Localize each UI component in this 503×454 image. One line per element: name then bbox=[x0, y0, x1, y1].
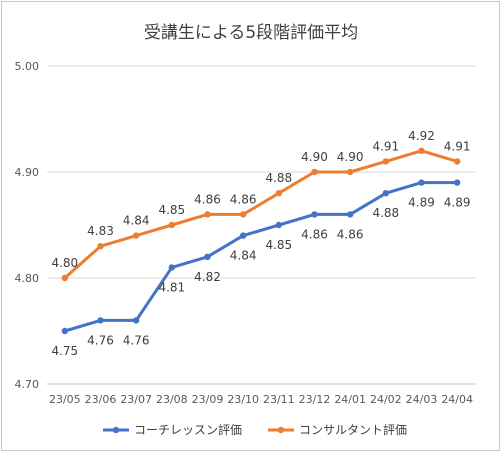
x-tick-label: 24/01 bbox=[334, 393, 366, 406]
x-tick-label: 23/06 bbox=[85, 393, 117, 406]
data-point bbox=[132, 317, 140, 324]
series-line bbox=[63, 149, 459, 280]
data-point bbox=[311, 211, 318, 218]
data-point bbox=[97, 317, 104, 324]
data-label: 4.86 bbox=[301, 227, 328, 241]
data-point bbox=[418, 147, 425, 154]
y-axis-ticks: 4.70 4.80 4.90 5.00 bbox=[15, 60, 40, 391]
data-point bbox=[204, 253, 211, 260]
x-tick-label: 24/02 bbox=[370, 393, 402, 406]
data-label: 4.76 bbox=[87, 333, 114, 347]
data-point bbox=[168, 264, 176, 271]
data-point bbox=[382, 158, 390, 165]
data-point bbox=[382, 190, 390, 197]
y-tick-label: 4.80 bbox=[15, 272, 40, 285]
y-tick-label: 5.00 bbox=[15, 60, 40, 73]
x-tick-label: 23/10 bbox=[227, 393, 259, 406]
x-axis-ticks: 23/05 23/06 23/07 23/08 23/09 23/10 23/11 23/12… bbox=[49, 393, 473, 406]
data-point bbox=[61, 274, 69, 282]
y-tick-label: 4.70 bbox=[15, 378, 40, 391]
data-point bbox=[168, 221, 176, 229]
legend-label: コーチレッスン評価 bbox=[134, 422, 242, 437]
data-label: 4.90 bbox=[337, 150, 364, 164]
data-label: 4.82 bbox=[194, 270, 221, 284]
data-label: 4.80 bbox=[51, 256, 78, 270]
legend-item-1: コーチレッスン評価 bbox=[103, 422, 242, 437]
data-point bbox=[97, 243, 104, 250]
legend-swatch-marker bbox=[277, 426, 285, 434]
x-tick-label: 23/08 bbox=[156, 393, 188, 406]
data-label: 4.84 bbox=[123, 214, 150, 228]
x-tick-label: 24/03 bbox=[406, 393, 438, 406]
data-point bbox=[61, 327, 69, 335]
data-point bbox=[132, 232, 140, 239]
data-point bbox=[239, 211, 247, 218]
data-label: 4.88 bbox=[265, 171, 292, 185]
gridlines bbox=[47, 65, 475, 385]
x-tick-label: 23/12 bbox=[299, 393, 331, 406]
x-tick-label: 23/07 bbox=[120, 393, 152, 406]
data-point bbox=[311, 168, 318, 176]
legend: コーチレッスン評価 コンサルタント評価 bbox=[103, 422, 407, 437]
data-point bbox=[453, 158, 461, 165]
data-label: 4.86 bbox=[194, 192, 221, 206]
data-label: 4.91 bbox=[444, 139, 471, 153]
data-point bbox=[418, 179, 425, 186]
series-group: 4.75 4.76 4.76 4.81 4.82 4.84 4.85 4.86 4.86 4.88… bbox=[51, 129, 470, 358]
data-label: 4.92 bbox=[408, 129, 435, 143]
data-point bbox=[204, 211, 211, 218]
data-point bbox=[239, 232, 247, 239]
data-point bbox=[275, 190, 283, 197]
data-label: 4.76 bbox=[123, 333, 150, 347]
legend-item-2: コンサルタント評価 bbox=[268, 422, 407, 437]
series-line bbox=[63, 181, 459, 333]
x-tick-label: 23/11 bbox=[263, 393, 295, 406]
series-2: 4.80 4.83 4.84 4.85 4.86 4.86 4.88 4.90 4.90 4.91… bbox=[51, 129, 471, 282]
series-1: 4.75 4.76 4.76 4.81 4.82 4.84 4.85 4.86 4.86 4.88… bbox=[51, 179, 471, 358]
data-label: 4.85 bbox=[158, 203, 185, 217]
x-tick-label: 24/04 bbox=[441, 393, 473, 406]
data-label: 4.89 bbox=[408, 196, 435, 210]
data-label: 4.83 bbox=[87, 224, 114, 238]
y-tick-label: 4.90 bbox=[15, 166, 40, 179]
data-label: 4.81 bbox=[158, 280, 185, 294]
data-label: 4.84 bbox=[230, 249, 257, 263]
data-label: 4.91 bbox=[372, 139, 399, 153]
data-label: 4.88 bbox=[372, 206, 399, 220]
x-tick-label: 23/05 bbox=[49, 393, 81, 406]
data-label: 4.75 bbox=[51, 344, 78, 358]
data-label: 4.90 bbox=[301, 150, 328, 164]
data-point bbox=[346, 211, 354, 218]
legend-swatch-marker bbox=[112, 426, 120, 434]
data-point bbox=[453, 179, 461, 186]
data-point bbox=[346, 168, 354, 176]
data-point bbox=[275, 221, 283, 229]
data-label: 4.85 bbox=[265, 238, 292, 252]
legend-label: コンサルタント評価 bbox=[299, 422, 407, 437]
data-label: 4.86 bbox=[337, 227, 364, 241]
data-label: 4.89 bbox=[444, 196, 471, 210]
data-label: 4.86 bbox=[230, 192, 257, 206]
x-tick-label: 23/09 bbox=[192, 393, 224, 406]
chart-title: 受講生による5段階評価平均 bbox=[144, 23, 358, 43]
